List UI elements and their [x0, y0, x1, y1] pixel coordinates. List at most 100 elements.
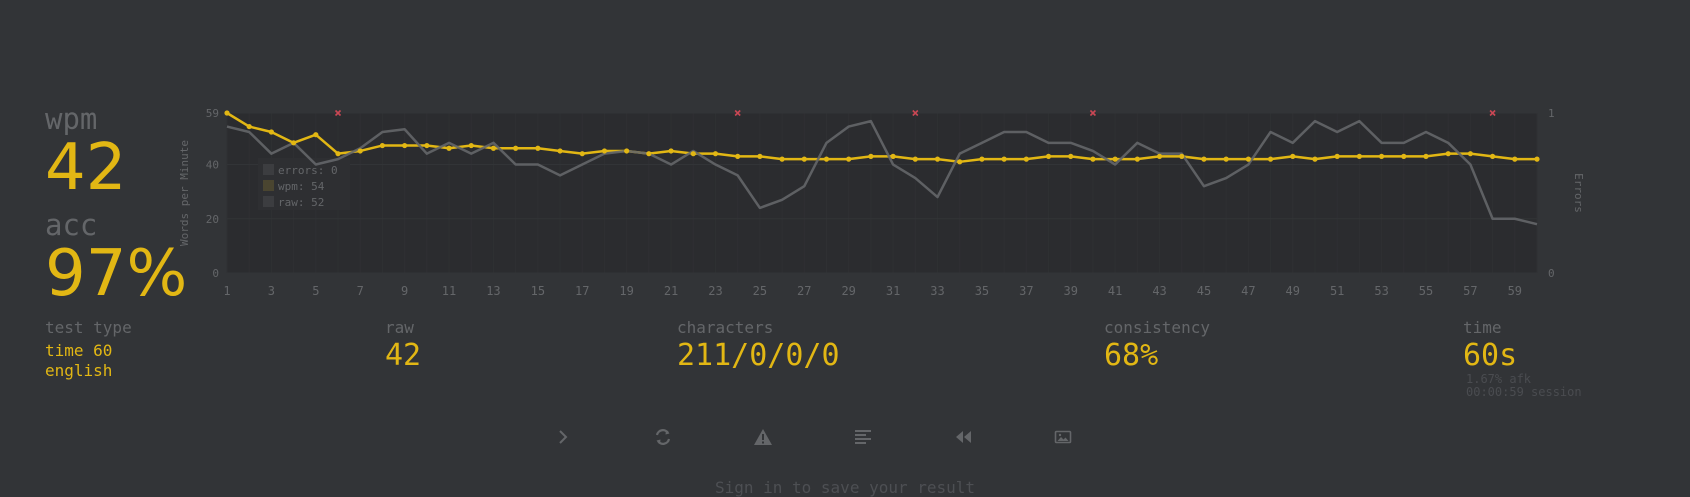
restart-button[interactable]: [651, 425, 675, 449]
data-point-wpm: [1045, 153, 1052, 159]
result-actions: [0, 425, 1690, 449]
y-tick-label: 0: [212, 267, 219, 280]
x-tick-label: 27: [797, 284, 811, 298]
chart-grid: [226, 112, 1538, 274]
x-tick-label: 51: [1330, 284, 1344, 298]
data-point-wpm: [1156, 153, 1163, 159]
data-point-wpm: [513, 145, 519, 151]
data-point-wpm: [1134, 156, 1140, 162]
screenshot-button[interactable]: [1051, 425, 1075, 449]
data-point-wpm: [890, 153, 896, 159]
x-tick-label: 7: [357, 284, 364, 298]
session-time: 00:00:59 session: [1466, 385, 1582, 399]
x-tick-label: 17: [575, 284, 589, 298]
data-point-wpm: [557, 148, 563, 154]
x-tick-label: 57: [1463, 284, 1477, 298]
x-tick-label: 39: [1064, 284, 1078, 298]
x-tick-label: 33: [930, 284, 944, 298]
y-axis-title: Words per Minute: [178, 140, 191, 246]
data-point-wpm: [535, 145, 541, 151]
x-tick-label: 31: [886, 284, 900, 298]
data-point-wpm: [779, 156, 785, 162]
word-history-button[interactable]: [851, 425, 875, 449]
x-tick-label: 49: [1286, 284, 1300, 298]
chart-background: [227, 113, 1537, 273]
legend-label: raw: 52: [278, 196, 324, 209]
x-tick-label: 55: [1419, 284, 1433, 298]
replay-button[interactable]: [951, 425, 975, 449]
characters-value: 211/0/0/0: [677, 338, 840, 373]
x-tick-label: 15: [531, 284, 545, 298]
data-point-wpm: [601, 148, 608, 154]
data-point-wpm: [757, 153, 763, 159]
data-point-wpm: [1023, 156, 1029, 162]
test-type-label: test type: [45, 318, 132, 337]
x-tick-label: 9: [401, 284, 408, 298]
next-test-button[interactable]: [551, 425, 575, 449]
x-tick-label: 45: [1197, 284, 1211, 298]
x-tick-label: 23: [708, 284, 722, 298]
consistency-group: consistency 68%: [1104, 318, 1210, 373]
data-point-wpm: [246, 123, 252, 130]
data-point-wpm: [424, 142, 430, 149]
x-tick-label: 13: [486, 284, 500, 298]
chart-series: [224, 110, 1540, 226]
big-stats: wpm 42 acc 97%: [45, 102, 188, 311]
legend-label: errors: 0: [278, 164, 338, 177]
y-tick-label: 59: [206, 107, 219, 120]
data-point-wpm: [1290, 153, 1296, 159]
data-point-wpm: [1378, 153, 1385, 159]
restart-icon: [655, 429, 671, 445]
data-point-wpm: [1356, 153, 1362, 159]
plot-area: [227, 113, 1537, 273]
y2-tick-label: 0: [1548, 267, 1555, 280]
data-point-wpm: [1201, 156, 1207, 162]
raw-label: raw: [385, 318, 414, 337]
data-point-wpm: [735, 153, 741, 159]
data-point-wpm: [1512, 156, 1518, 162]
error-marker: [734, 109, 741, 117]
x-tick-label: 37: [1019, 284, 1033, 298]
data-point-wpm: [668, 148, 674, 154]
data-point-wpm: [1068, 153, 1074, 159]
test-type-language: english: [45, 361, 113, 380]
legend-swatch: [263, 196, 274, 207]
data-point-wpm: [1223, 156, 1229, 162]
afk-percent: 1.67% afk: [1466, 372, 1532, 386]
replay-icon: [956, 431, 971, 443]
x-tick-label: 47: [1241, 284, 1255, 298]
chart-axis-labels: 1 3 5 7 9 11 13 15 17 19 21 23 25 27 29 31 33 35 37 39 41 43 4…: [178, 107, 1585, 298]
data-point-wpm: [490, 145, 497, 151]
time-label: time: [1463, 318, 1502, 337]
data-point-wpm: [446, 145, 452, 151]
report-icon: [754, 429, 772, 445]
report-button[interactable]: [751, 425, 775, 449]
word-history-icon: [855, 430, 871, 444]
data-point-wpm: [268, 129, 275, 135]
data-point-wpm: [1001, 156, 1007, 162]
data-point-wpm: [579, 151, 585, 157]
wpm-value: 42: [45, 131, 127, 205]
consistency-value: 68%: [1104, 338, 1159, 373]
characters-label: characters: [677, 318, 774, 337]
data-point-wpm: [1179, 153, 1185, 159]
y-tick-label: 20: [206, 213, 219, 226]
raw-group: raw 42: [385, 318, 421, 373]
characters-group: characters 211/0/0/0: [677, 318, 840, 373]
error-marker: [912, 109, 919, 117]
acc-label: acc: [45, 208, 98, 242]
data-point-wpm: [1489, 153, 1496, 159]
series-line-raw: [226, 119, 1538, 226]
time-value: 60s: [1463, 338, 1518, 373]
data-point-wpm: [934, 156, 941, 162]
test-type-group: test type time 60 english: [45, 318, 132, 381]
acc-value: 97%: [45, 237, 188, 311]
sign-in-link[interactable]: Sign in to save your result: [714, 478, 976, 497]
y-tick-label: 40: [206, 159, 219, 172]
x-tick-label: 5: [312, 284, 319, 298]
data-point-wpm: [468, 142, 474, 149]
data-point-wpm: [1423, 153, 1429, 159]
data-point-wpm: [823, 156, 830, 162]
data-point-wpm: [402, 142, 408, 149]
